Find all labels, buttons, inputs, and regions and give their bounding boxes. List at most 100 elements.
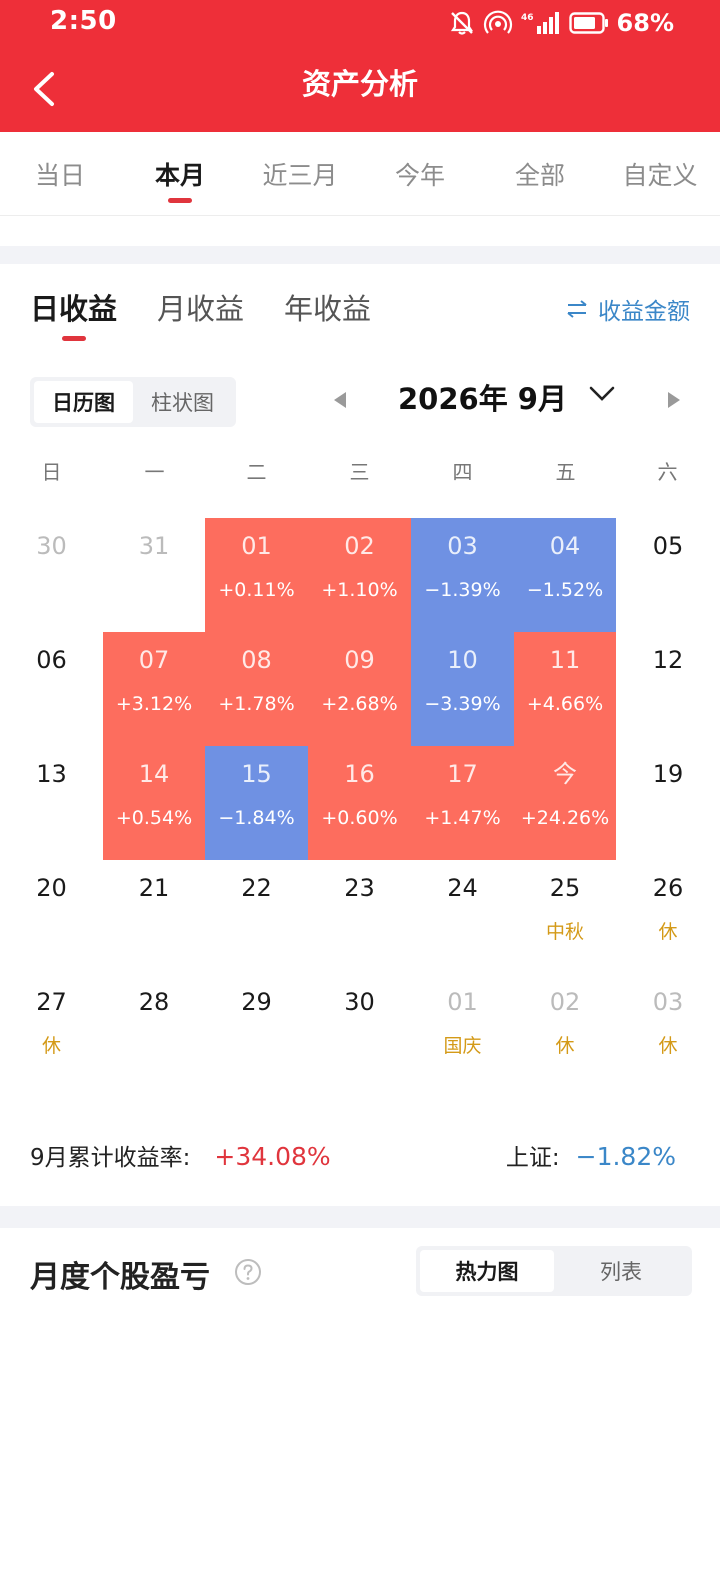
- calendar-day-cell[interactable]: 25 中秋: [514, 860, 616, 974]
- day-number: 21: [138, 874, 170, 902]
- calendar-day-cell[interactable]: 02 休: [514, 974, 616, 1088]
- day-number: 今: [553, 760, 577, 788]
- monthly-stock-pnl-title: 月度个股盈亏: [30, 1260, 210, 1295]
- holiday-label: 休: [658, 921, 678, 943]
- day-number: 13: [36, 760, 67, 788]
- calendar-day-cell[interactable]: 10 −3.39%: [411, 632, 514, 746]
- day-number: 03: [652, 988, 684, 1016]
- bar-view-button[interactable]: 柱状图: [151, 391, 214, 415]
- heatmap-button[interactable]: 热力图: [420, 1250, 554, 1292]
- calendar-day-cell[interactable]: 02 +1.10%: [308, 518, 411, 632]
- day-number: 05: [652, 532, 684, 560]
- calendar-day-cell[interactable]: 11 +4.66%: [514, 632, 616, 746]
- day-number: 22: [241, 874, 272, 902]
- calendar-day-cell[interactable]: 06: [0, 632, 103, 746]
- page-title: 资产分析: [301, 67, 418, 101]
- back-arrow-icon[interactable]: [26, 66, 66, 112]
- calendar-day-cell[interactable]: 03 −1.39%: [411, 518, 514, 632]
- calendar-day-cell[interactable]: 12: [616, 632, 720, 746]
- mute-bell-icon: [450, 11, 473, 35]
- calendar-day-cell[interactable]: 20: [0, 860, 103, 974]
- day-number: 20: [36, 874, 67, 902]
- view-toggle: 日历图 柱状图: [30, 377, 236, 427]
- tab-today[interactable]: 当日: [34, 161, 85, 190]
- daily-return: +0.54%: [115, 807, 193, 829]
- help-icon[interactable]: [234, 1258, 262, 1286]
- prev-month-icon[interactable]: [330, 388, 350, 412]
- hotspot-icon: [483, 10, 512, 34]
- status-icons: 46 68%: [449, 6, 674, 40]
- day-number: 11: [549, 646, 581, 674]
- day-number: 17: [447, 760, 478, 788]
- tab-yearly-earnings[interactable]: 年收益: [284, 292, 372, 326]
- tab-monthly-earnings[interactable]: 月收益: [157, 292, 245, 326]
- section-divider-2: [0, 1206, 720, 1228]
- holiday-label: 休: [41, 1035, 61, 1057]
- day-number: 31: [138, 532, 170, 560]
- tab-last-three-months[interactable]: 近三月: [262, 161, 338, 190]
- earnings-tabs: 日收益 月收益 年收益: [30, 286, 372, 341]
- calendar-day-cell[interactable]: 26 休: [616, 860, 720, 974]
- calendar-day-cell[interactable]: 21: [103, 860, 205, 974]
- calendar-day-cell[interactable]: 30: [0, 518, 103, 632]
- tab-all[interactable]: 全部: [514, 161, 565, 190]
- calendar-day-cell[interactable]: 14 +0.54%: [103, 746, 205, 860]
- calendar-day-cell[interactable]: 24: [411, 860, 514, 974]
- calendar-day-cell[interactable]: 31: [103, 518, 205, 632]
- calendar-day-cell[interactable]: 04 −1.52%: [514, 518, 616, 632]
- cumulative-value: +34.08%: [214, 1142, 331, 1171]
- calendar-day-cell[interactable]: 13: [0, 746, 103, 860]
- pnl-view-toggle: 热力图 列表: [416, 1246, 692, 1296]
- period-tabs: 当日 本月 近三月 今年 全部 自定义: [0, 132, 720, 216]
- swap-arrows-icon: [567, 300, 587, 318]
- tab-this-month[interactable]: 本月: [120, 132, 240, 215]
- calendar-day-cell[interactable]: 08 +1.78%: [205, 632, 308, 746]
- day-number: 30: [344, 988, 375, 1016]
- calendar-view-button[interactable]: 日历图: [34, 381, 133, 423]
- calendar-day-cell[interactable]: 01 国庆: [411, 974, 514, 1088]
- calendar-day-cell[interactable]: 今 +24.26%: [514, 746, 616, 860]
- day-number: 24: [447, 874, 478, 902]
- month-label[interactable]: 2026年 9月: [398, 382, 567, 416]
- calendar-day-cell[interactable]: 29: [205, 974, 308, 1088]
- tab-daily-earnings[interactable]: 日收益: [30, 286, 117, 341]
- weekday-fri: 五: [555, 460, 576, 484]
- signal-icon: 46: [521, 12, 559, 34]
- month-navigator: 2026年 9月: [330, 372, 690, 422]
- tab-this-year[interactable]: 今年: [394, 161, 445, 190]
- calendar-day-cell[interactable]: 17 +1.47%: [411, 746, 514, 860]
- daily-return: +3.12%: [115, 693, 193, 715]
- calendar-day-cell[interactable]: 22: [205, 860, 308, 974]
- status-time: 2:50: [50, 6, 117, 36]
- svg-text:46: 46: [521, 13, 534, 23]
- day-number: 28: [138, 988, 170, 1016]
- calendar-day-cell[interactable]: 16 +0.60%: [308, 746, 411, 860]
- next-month-icon[interactable]: [664, 388, 684, 412]
- weekday-thu: 四: [452, 460, 473, 484]
- tab-custom[interactable]: 自定义: [622, 161, 698, 190]
- chevron-down-icon[interactable]: [588, 384, 616, 404]
- daily-return: −1.39%: [424, 579, 501, 601]
- calendar-day-cell[interactable]: 19: [616, 746, 720, 860]
- calendar-day-cell[interactable]: 05: [616, 518, 720, 632]
- calendar-day-cell[interactable]: 27 休: [0, 974, 103, 1088]
- toggle-amount-button[interactable]: 收益金额: [566, 292, 690, 326]
- calendar-day-cell[interactable]: 07 +3.12%: [103, 632, 205, 746]
- day-number: 10: [447, 646, 478, 674]
- calendar-day-cell[interactable]: 01 +0.11%: [205, 518, 308, 632]
- toggle-amount-label: 收益金额: [598, 299, 690, 325]
- calendar-day-cell[interactable]: 03 休: [616, 974, 720, 1088]
- battery-percent: 68%: [616, 9, 674, 37]
- calendar-day-cell[interactable]: 23: [308, 860, 411, 974]
- list-button[interactable]: 列表: [600, 1260, 642, 1284]
- calendar-day-cell[interactable]: 28: [103, 974, 205, 1088]
- daily-return: +4.66%: [526, 693, 604, 715]
- holiday-label: 中秋: [545, 921, 584, 943]
- day-number: 16: [344, 760, 375, 788]
- calendar-day-cell[interactable]: 09 +2.68%: [308, 632, 411, 746]
- day-number: 19: [652, 760, 684, 788]
- daily-return: +1.47%: [424, 807, 501, 829]
- calendar-day-cell[interactable]: 30: [308, 974, 411, 1088]
- calendar-day-cell[interactable]: 15 −1.84%: [205, 746, 308, 860]
- holiday-label: 休: [658, 1035, 678, 1057]
